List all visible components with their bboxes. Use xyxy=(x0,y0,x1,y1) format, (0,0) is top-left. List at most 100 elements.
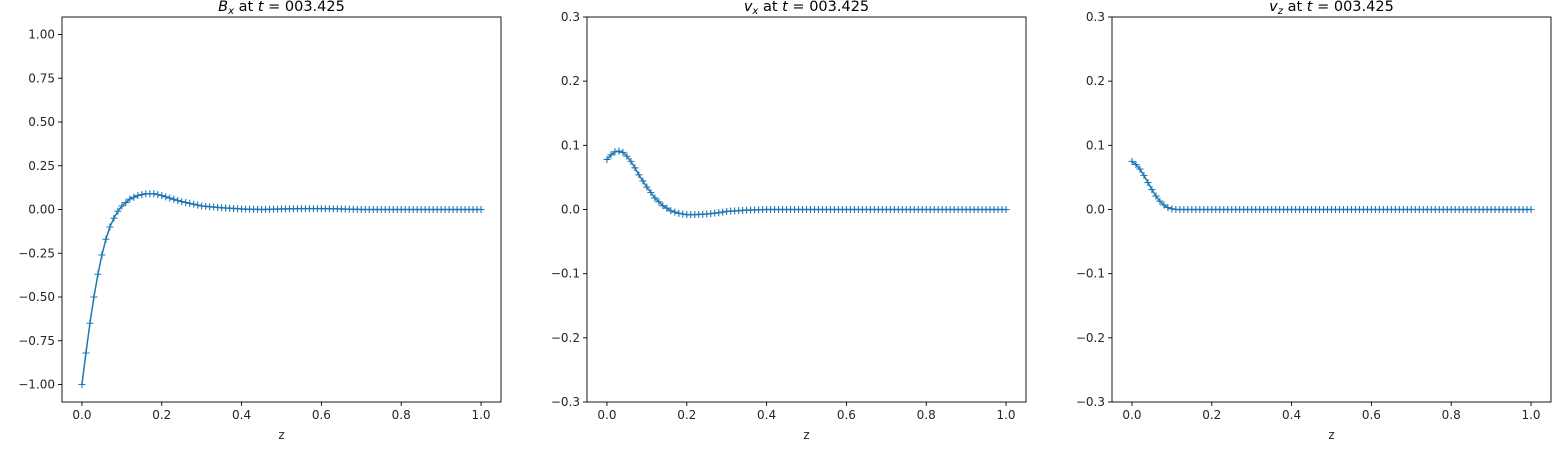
data-point-marker xyxy=(671,208,679,216)
x-tick-label: 0.4 xyxy=(232,408,251,422)
data-point-marker xyxy=(1160,201,1168,209)
data-point-marker xyxy=(607,151,615,159)
data-point-marker xyxy=(154,191,162,199)
data-point-marker xyxy=(1144,179,1152,187)
y-tick-label: −0.3 xyxy=(551,395,580,409)
title-time-value: = 003.425 xyxy=(1312,0,1393,15)
y-tick-label: −0.3 xyxy=(1076,395,1105,409)
y-tick-label: 0.1 xyxy=(561,138,580,152)
x-tick-label: 0.0 xyxy=(597,408,616,422)
data-point-marker xyxy=(94,270,102,278)
title-subscript: x xyxy=(751,6,758,17)
data-point-marker xyxy=(667,207,675,215)
chart-title: Bx at t = 003.425 xyxy=(218,0,345,17)
data-point-marker xyxy=(631,164,639,172)
x-tick-label: 0.2 xyxy=(677,408,696,422)
data-point-marker xyxy=(675,209,683,217)
data-point-marker xyxy=(611,148,619,156)
data-point-marker xyxy=(647,188,655,196)
data-point-marker xyxy=(679,210,687,218)
title-time-value: = 003.425 xyxy=(264,0,345,15)
title-time-var: t xyxy=(782,0,789,15)
y-tick-label: −1.00 xyxy=(18,378,55,392)
data-point-marker xyxy=(86,319,94,327)
data-point-marker xyxy=(194,201,202,209)
data-point-marker xyxy=(170,195,178,203)
title-time-value: = 003.425 xyxy=(788,0,869,15)
data-point-marker xyxy=(102,235,110,243)
y-tick-label: −0.50 xyxy=(18,290,55,304)
title-time-var: t xyxy=(258,0,265,15)
y-tick-label: 0.50 xyxy=(28,115,55,129)
data-point-marker xyxy=(190,200,198,208)
data-point-marker xyxy=(150,190,158,198)
y-tick-label: −0.25 xyxy=(18,246,55,260)
data-point-marker xyxy=(615,147,623,155)
data-point-marker xyxy=(627,157,635,165)
x-tick-label: 0.6 xyxy=(312,408,331,422)
x-axis-label: z xyxy=(1328,428,1334,442)
y-tick-label: −0.1 xyxy=(1076,267,1105,281)
data-point-marker xyxy=(166,194,174,202)
data-point-marker xyxy=(130,193,138,201)
y-tick-label: 0.1 xyxy=(1086,138,1105,152)
x-axis-label: z xyxy=(803,428,809,442)
x-tick-label: 0.6 xyxy=(1362,408,1381,422)
data-point-marker xyxy=(178,198,186,206)
x-tick-label: 0.6 xyxy=(837,408,856,422)
x-axis-label: z xyxy=(278,428,284,442)
data-point-marker xyxy=(118,202,126,210)
data-point-marker xyxy=(1140,171,1148,179)
data-point-marker xyxy=(1136,165,1144,173)
data-point-marker xyxy=(186,199,194,207)
title-subscript: z xyxy=(1277,6,1284,17)
y-tick-label: 0.0 xyxy=(561,203,580,217)
data-point-marker xyxy=(110,214,118,222)
x-tick-label: 0.2 xyxy=(1202,408,1221,422)
y-tick-label: 0.2 xyxy=(1086,74,1105,88)
data-point-marker xyxy=(162,193,170,201)
title-time-var: t xyxy=(1307,0,1314,15)
data-point-marker xyxy=(1132,161,1140,169)
series-markers-1 xyxy=(78,190,485,388)
title-at: at xyxy=(234,0,258,15)
x-tick-label: 1.0 xyxy=(1521,408,1540,422)
title-at: at xyxy=(758,0,782,15)
data-point-marker xyxy=(663,204,671,212)
title-symbol: v xyxy=(1269,0,1278,15)
data-point-marker xyxy=(715,209,723,217)
data-point-marker xyxy=(90,293,98,301)
data-point-marker xyxy=(82,349,90,357)
data-point-marker xyxy=(1148,186,1156,194)
data-point-marker xyxy=(619,148,627,156)
data-point-marker xyxy=(635,171,643,179)
data-point-marker xyxy=(182,199,190,206)
x-tick-label: 0.8 xyxy=(917,408,936,422)
data-point-marker xyxy=(138,191,146,199)
data-point-marker xyxy=(643,183,651,191)
y-tick-label: 0.3 xyxy=(1086,10,1105,24)
y-tick-label: −0.75 xyxy=(18,334,55,348)
title-at: at xyxy=(1283,0,1307,15)
data-point-marker xyxy=(651,194,659,202)
x-tick-label: 0.0 xyxy=(72,408,91,422)
y-tick-label: −0.1 xyxy=(551,267,580,281)
data-point-marker xyxy=(1128,157,1136,165)
y-tick-label: 0.3 xyxy=(561,10,580,24)
x-tick-label: 1.0 xyxy=(996,408,1015,422)
data-point-marker xyxy=(1152,192,1160,200)
title-symbol: B xyxy=(218,0,228,15)
data-point-marker xyxy=(1156,197,1164,205)
title-symbol: v xyxy=(744,0,753,15)
y-tick-label: 0.75 xyxy=(28,71,55,85)
x-tick-label: 0.8 xyxy=(392,408,411,422)
data-point-marker xyxy=(106,223,114,231)
data-point-marker xyxy=(114,207,122,215)
y-tick-label: 0.25 xyxy=(28,159,55,173)
x-tick-label: 0.0 xyxy=(1122,408,1141,422)
data-point-marker xyxy=(1164,204,1172,212)
data-point-marker xyxy=(174,196,182,204)
